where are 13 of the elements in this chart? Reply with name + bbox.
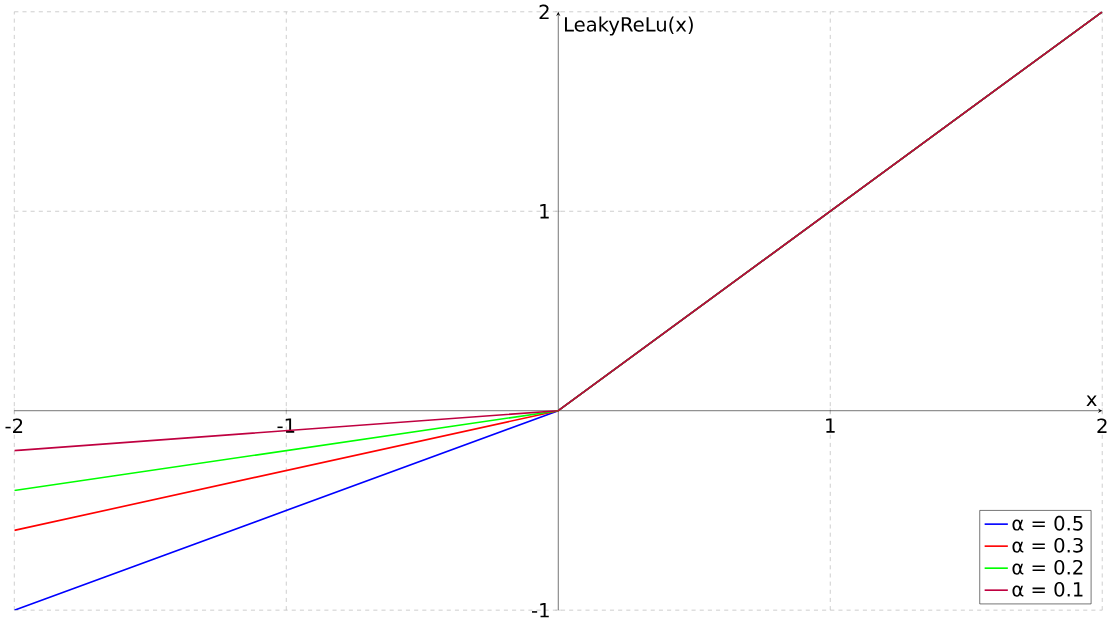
legend-label: α = 0.3	[1012, 537, 1083, 553]
legend-label: α = 0.5	[1012, 515, 1083, 531]
x-tick-label: 1	[826, 418, 835, 433]
y-axis-title: LeakyReLu(x)	[565, 16, 693, 36]
x-tick-label: -2	[5, 418, 23, 434]
y-tick-label: 2	[539, 4, 549, 20]
y-tick-label: -1	[532, 603, 549, 618]
x-axis-title: x	[1086, 395, 1097, 407]
legend-label: α = 0.2	[1012, 559, 1083, 575]
x-tick-label: 2	[1097, 418, 1107, 434]
legend-label: α = 0.1	[1012, 581, 1083, 597]
x-tick-label: -1	[277, 418, 295, 433]
y-tick-label: 1	[540, 204, 549, 219]
